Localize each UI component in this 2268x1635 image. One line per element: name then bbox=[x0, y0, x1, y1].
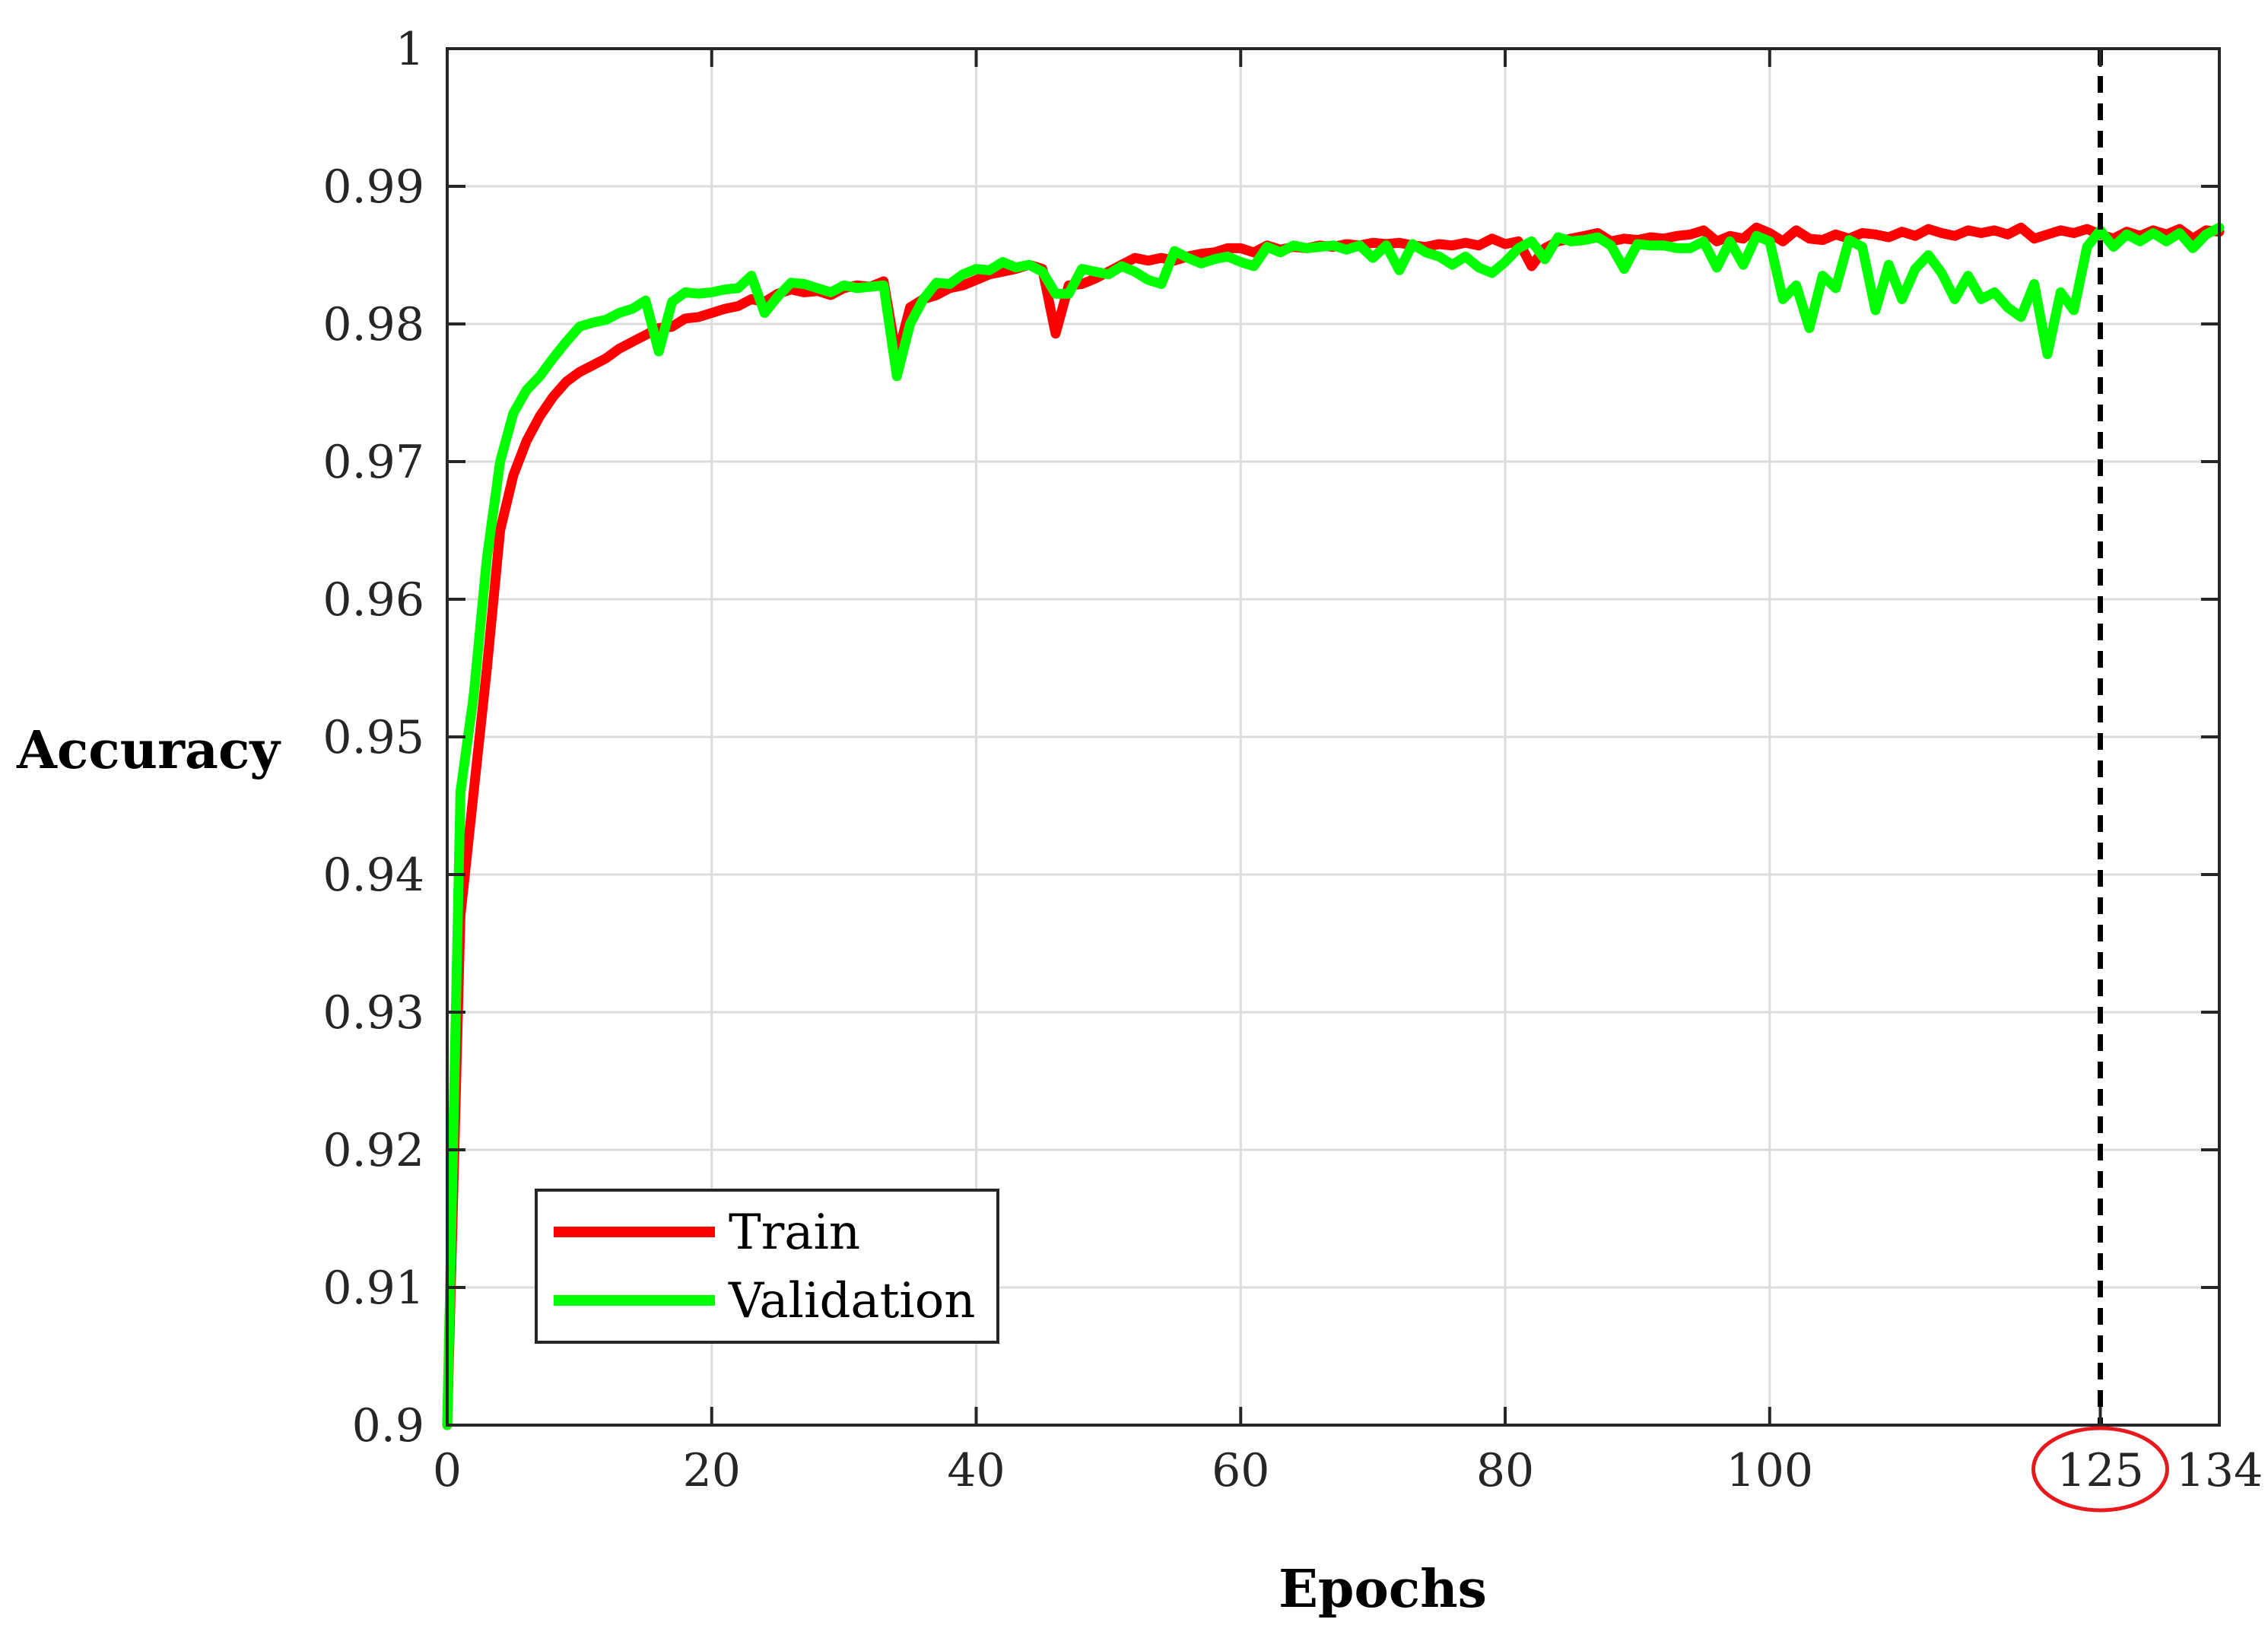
highlight-circle-125 bbox=[2031, 1426, 2170, 1513]
x-tick-label: 60 bbox=[1212, 1444, 1269, 1497]
y-tick-label: 0.97 bbox=[322, 436, 424, 489]
legend-label-validation: Validation bbox=[728, 1273, 976, 1329]
y-tick-label: 0.93 bbox=[322, 986, 424, 1040]
y-tick-label: 0.96 bbox=[322, 573, 424, 627]
x-tick-label: 134 bbox=[2176, 1444, 2263, 1497]
y-tick-label: 0.9 bbox=[352, 1399, 424, 1452]
x-tick-label: 0 bbox=[433, 1444, 462, 1497]
y-axis-title: Accuracy bbox=[16, 720, 281, 781]
y-tick-label: 0.92 bbox=[322, 1124, 424, 1177]
x-tick-label: 40 bbox=[947, 1444, 1005, 1497]
x-tick-label: 80 bbox=[1476, 1444, 1534, 1497]
x-tick-label: 125 bbox=[2057, 1444, 2144, 1497]
x-axis-title: Epochs bbox=[1279, 1559, 1487, 1620]
legend-box bbox=[535, 1189, 999, 1344]
legend: Train Validation bbox=[535, 1189, 999, 1344]
y-tick-label: 0.99 bbox=[322, 160, 424, 214]
x-tick-label: 100 bbox=[1726, 1444, 1814, 1497]
legend-label-train: Train bbox=[729, 1205, 860, 1261]
y-tick-label: 0.98 bbox=[322, 298, 424, 351]
y-tick-label: 0.95 bbox=[322, 711, 424, 764]
series-line-validation bbox=[442, 222, 2225, 1430]
tick-labels: 0.9 0.91 0.92 0.93 0.94 0.95 0.96 0.97 0.98 0.99 1… bbox=[322, 23, 2263, 1497]
y-tick-label: 0.91 bbox=[322, 1262, 424, 1315]
y-tick-label: 0.94 bbox=[322, 849, 424, 902]
series-lines bbox=[442, 222, 2225, 1430]
axis-ticks bbox=[446, 47, 2221, 1427]
x-tick-label: 20 bbox=[683, 1444, 741, 1497]
y-tick-label: 1 bbox=[395, 23, 424, 76]
